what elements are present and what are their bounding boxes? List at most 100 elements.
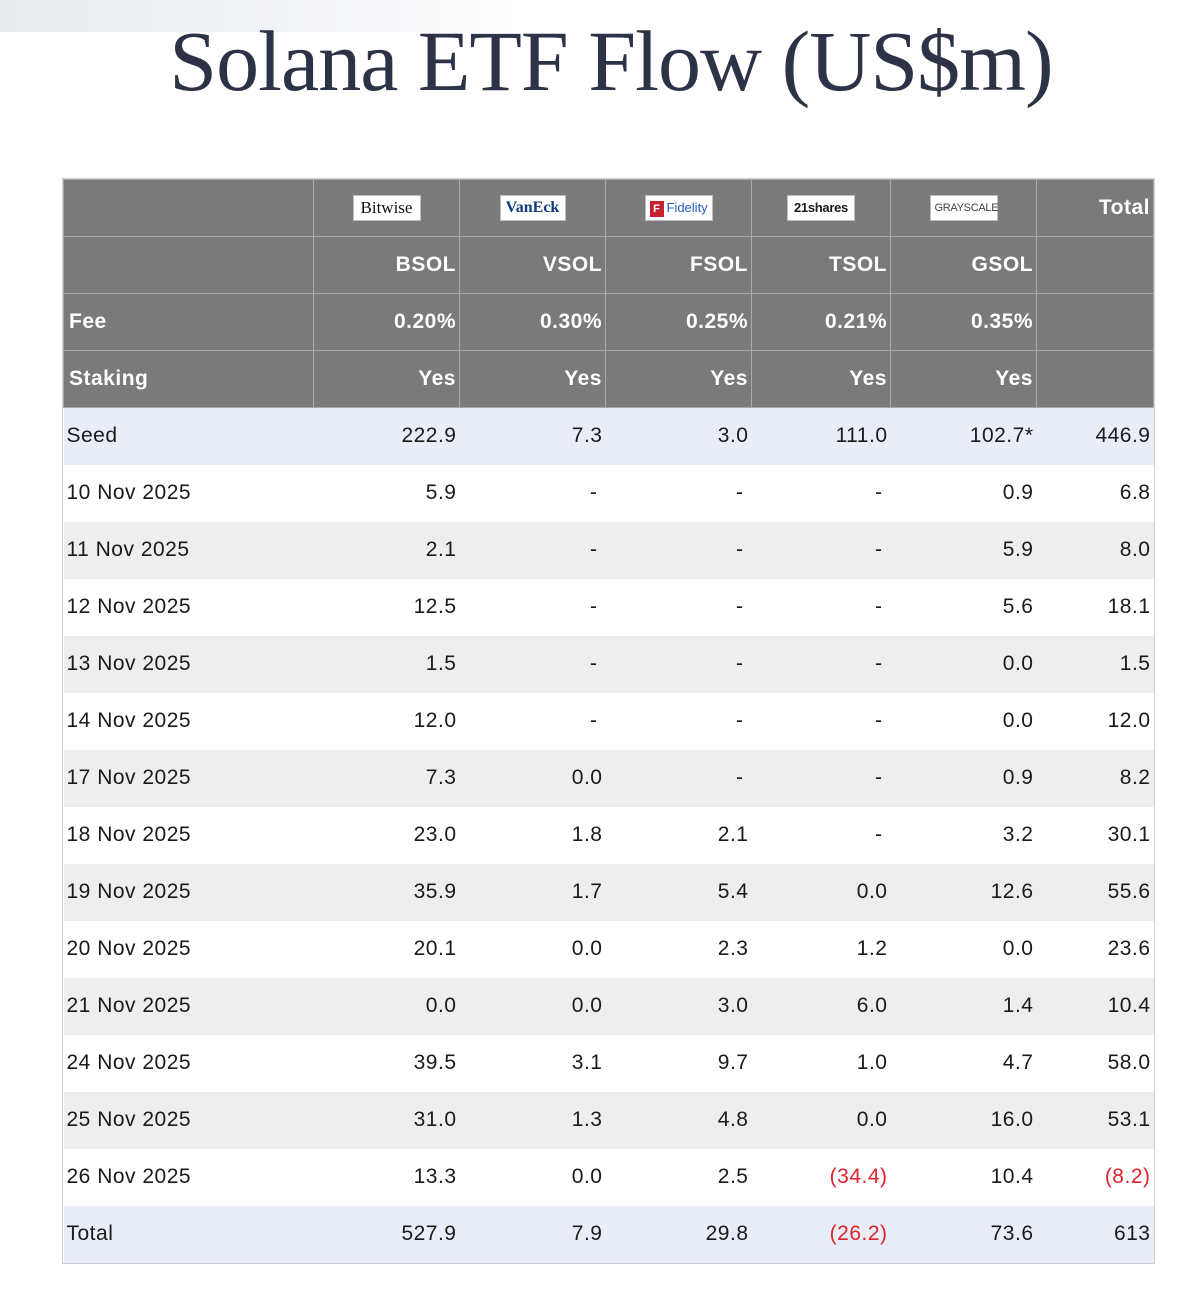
bitwise-logo-icon: Bitwise — [352, 195, 421, 221]
vaneck-logo-icon: VanEck — [499, 195, 566, 221]
flow-cell: 20.1 — [313, 920, 460, 978]
row-total-cell: 8.2 — [1036, 749, 1154, 807]
flow-cell: 5.9 — [313, 464, 460, 522]
flow-cell: 0.0 — [459, 749, 606, 807]
flow-cell: 1.5 — [313, 635, 460, 693]
header-blank — [1036, 350, 1154, 408]
flow-cell: 2.1 — [313, 521, 460, 579]
ticker-cell: VSOL — [459, 236, 606, 294]
flow-cell: 0.9 — [890, 464, 1037, 522]
header-row-issuers: Bitwise VanEck F Fidelity 21shares GRAYSC… — [63, 179, 1154, 237]
header-row-fee: Fee 0.20% 0.30% 0.25% 0.21% 0.35% — [63, 293, 1154, 351]
flow-cell: 73.6 — [890, 1205, 1037, 1263]
flow-cell: 0.0 — [459, 1148, 606, 1206]
fee-cell: 0.21% — [751, 293, 891, 351]
flow-cell: 7.3 — [459, 407, 606, 465]
flow-cell: 7.3 — [313, 749, 460, 807]
staking-cell: Yes — [605, 350, 752, 408]
flow-cell: 12.0 — [313, 692, 460, 750]
table-row: 18 Nov 2025 23.0 1.8 2.1-3.2 30.1 — [63, 806, 1154, 864]
flow-cell: - — [459, 635, 606, 693]
flow-cell: - — [751, 692, 891, 750]
etf-flow-table-container: Bitwise VanEck F Fidelity 21shares GRAYSC… — [62, 178, 1155, 1264]
flow-cell: 0.0 — [459, 977, 606, 1035]
flow-cell: 12.6 — [890, 863, 1037, 921]
flow-cell: - — [751, 635, 891, 693]
table-row: 17 Nov 2025 7.3 0.0- -0.9 8.2 — [63, 749, 1154, 807]
flow-cell: 111.0 — [751, 407, 891, 465]
flow-cell: - — [605, 464, 752, 522]
table-row: 21 Nov 2025 0.0 0.0 3.0 6.0 1.4 10.4 — [63, 977, 1154, 1035]
row-total-cell: 23.6 — [1036, 920, 1154, 978]
flow-cell: - — [751, 521, 891, 579]
header-row-staking: Staking Yes Yes Yes Yes Yes — [63, 350, 1154, 408]
etf-flow-table: Bitwise VanEck F Fidelity 21shares GRAYSC… — [63, 179, 1154, 1263]
flow-cell: - — [459, 692, 606, 750]
row-total-cell: 1.5 — [1036, 635, 1154, 693]
flow-cell: 31.0 — [313, 1091, 460, 1149]
row-total-cell: 12.0 — [1036, 692, 1154, 750]
row-label: Total — [63, 1205, 314, 1263]
issuer-cell-fidelity: F Fidelity — [605, 179, 752, 237]
table-row: 25 Nov 2025 31.0 1.3 4.8 0.0 16.0 53.1 — [63, 1091, 1154, 1149]
flow-cell: 3.0 — [605, 977, 752, 1035]
row-total-cell: 53.1 — [1036, 1091, 1154, 1149]
flow-cell: 2.1 — [605, 806, 752, 864]
table-row: 10 Nov 2025 5.9- - -0.9 6.8 — [63, 464, 1154, 522]
seed-row: Seed 222.9 7.3 3.0 111.0 102.7* 446.9 — [63, 407, 1154, 465]
flow-cell: 0.0 — [890, 635, 1037, 693]
staking-label: Staking — [63, 350, 314, 408]
flow-cell: - — [459, 521, 606, 579]
flow-cell: 39.5 — [313, 1034, 460, 1092]
fee-label: Fee — [63, 293, 314, 351]
flow-cell: 12.5 — [313, 578, 460, 636]
flow-cell: - — [459, 578, 606, 636]
flow-cell: 527.9 — [313, 1205, 460, 1263]
row-label: 19 Nov 2025 — [63, 863, 314, 921]
issuer-cell-vaneck: VanEck — [459, 179, 606, 237]
flow-cell: - — [751, 806, 891, 864]
staking-cell: Yes — [751, 350, 891, 408]
row-total-cell: 18.1 — [1036, 578, 1154, 636]
row-label: 14 Nov 2025 — [63, 692, 314, 750]
row-label: 18 Nov 2025 — [63, 806, 314, 864]
row-total-cell: (8.2) — [1036, 1148, 1154, 1206]
flow-cell: 0.0 — [890, 920, 1037, 978]
flow-cell: 6.0 — [751, 977, 891, 1035]
fee-cell: 0.20% — [313, 293, 460, 351]
row-total-cell: 6.8 — [1036, 464, 1154, 522]
flow-cell: 2.3 — [605, 920, 752, 978]
flow-cell: 5.6 — [890, 578, 1037, 636]
table-row: 24 Nov 2025 39.5 3.1 9.7 1.0 4.7 58.0 — [63, 1034, 1154, 1092]
flow-cell: 1.8 — [459, 806, 606, 864]
row-label: 10 Nov 2025 — [63, 464, 314, 522]
flow-cell: (34.4) — [751, 1148, 891, 1206]
flow-cell: 222.9 — [313, 407, 460, 465]
flow-cell: 10.4 — [890, 1148, 1037, 1206]
row-label: 24 Nov 2025 — [63, 1034, 314, 1092]
flow-cell: 4.8 — [605, 1091, 752, 1149]
staking-cell: Yes — [313, 350, 460, 408]
staking-cell: Yes — [459, 350, 606, 408]
row-total-cell: 613 — [1036, 1205, 1154, 1263]
flow-cell: - — [751, 749, 891, 807]
header-blank — [63, 179, 314, 237]
flow-cell: 3.1 — [459, 1034, 606, 1092]
21shares-logo-icon: 21shares — [787, 195, 855, 221]
flow-cell: 0.0 — [890, 692, 1037, 750]
flow-cell: - — [605, 692, 752, 750]
table-row: 14 Nov 2025 12.0- - -0.0 12.0 — [63, 692, 1154, 750]
flow-cell: 2.5 — [605, 1148, 752, 1206]
row-label: 11 Nov 2025 — [63, 521, 314, 579]
ticker-cell: BSOL — [313, 236, 460, 294]
table-row: 13 Nov 2025 1.5- - -0.0 1.5 — [63, 635, 1154, 693]
header-blank — [1036, 293, 1154, 351]
row-label: 21 Nov 2025 — [63, 977, 314, 1035]
ticker-cell: TSOL — [751, 236, 891, 294]
flow-cell: - — [459, 464, 606, 522]
header-blank — [63, 236, 314, 294]
row-label: 25 Nov 2025 — [63, 1091, 314, 1149]
flow-cell: 5.9 — [890, 521, 1037, 579]
flow-cell: 5.4 — [605, 863, 752, 921]
row-total-cell: 30.1 — [1036, 806, 1154, 864]
